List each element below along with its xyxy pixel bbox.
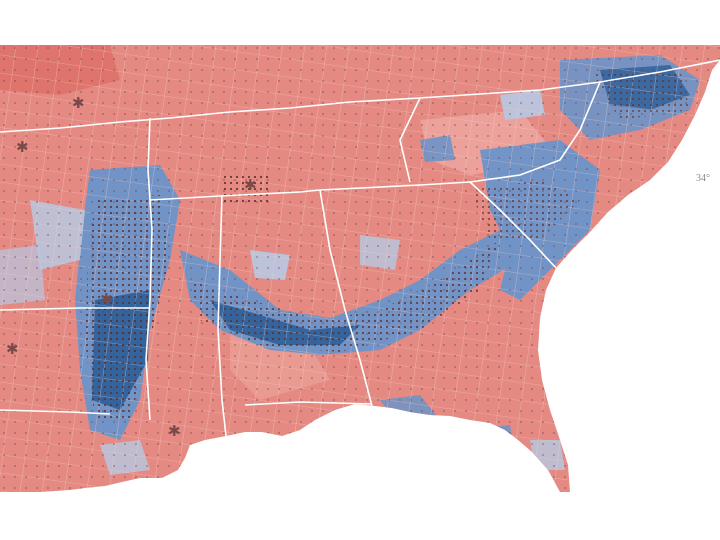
asterisk-marker-icon: ✱ — [6, 341, 19, 358]
asterisk-marker-icon: ✱ — [244, 177, 257, 194]
delta-core-dots — [90, 300, 150, 360]
city-dense-dots — [220, 175, 270, 205]
black-belt-dense-dots — [190, 240, 500, 352]
state-borders — [0, 59, 720, 437]
asterisk-marker-icon: ✱ — [100, 291, 113, 308]
latitude-label: 34° — [696, 173, 710, 184]
asterisk-marker-icon: ✱ — [168, 423, 181, 440]
asterisk-marker-icon: ✱ — [16, 139, 29, 156]
asterisk-marker-icon: ✱ — [72, 95, 85, 112]
city-markers: ✱ ✱ ✱ ✱ ✱ ✱ — [6, 95, 257, 440]
carolina-dense-dots — [470, 180, 580, 240]
virginia-dense-dots — [590, 70, 690, 120]
